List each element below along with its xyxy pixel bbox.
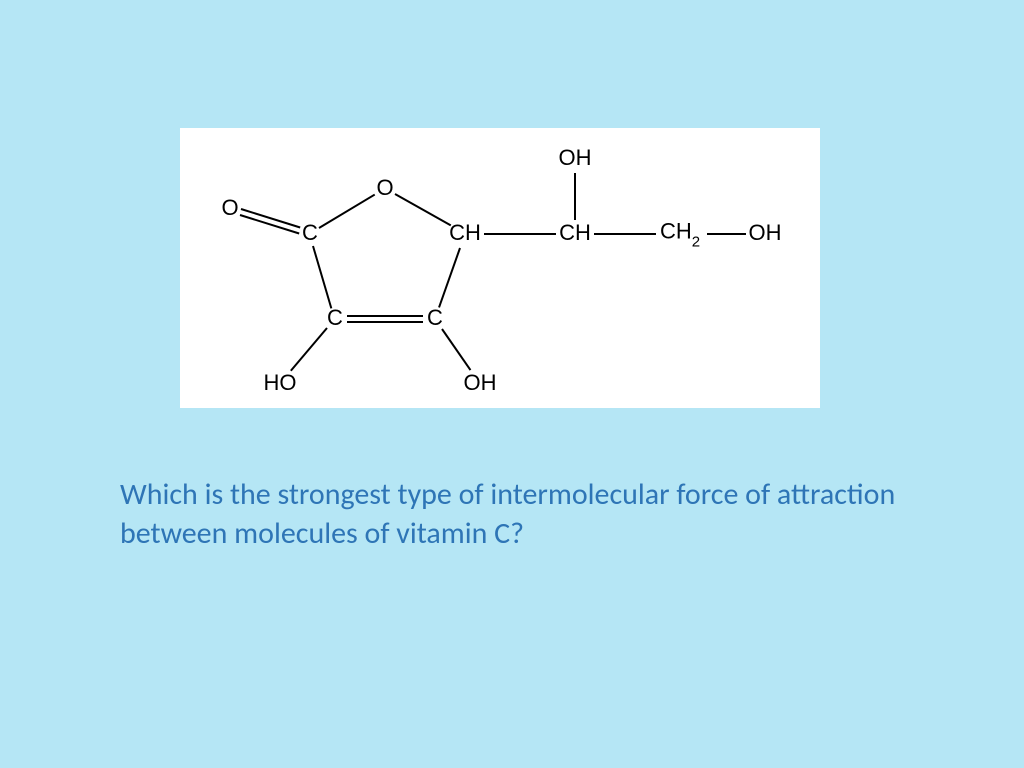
- atom-CH_side: CH: [559, 220, 591, 246]
- atom-CH2: CH2: [660, 218, 700, 247]
- bond: [438, 248, 461, 308]
- atom-HO_left: HO: [264, 370, 297, 396]
- bond: [707, 233, 746, 235]
- atom-O_ring: O: [376, 175, 393, 201]
- bond: [347, 315, 423, 317]
- atom-O_dbl: O: [221, 195, 238, 221]
- atom-C2: C: [327, 305, 343, 331]
- atom-C3: C: [427, 305, 443, 331]
- bond: [319, 194, 376, 229]
- atom-CH_ring: CH: [449, 220, 481, 246]
- atom-OH_top: OH: [559, 145, 592, 171]
- slide: O C O CH C C HO OH CH OH CH2 OH Which is the strong…: [0, 0, 1024, 768]
- atom-OH_end: OH: [749, 220, 782, 246]
- atom-C1: C: [302, 220, 318, 246]
- atom-OH_mid: OH: [464, 370, 497, 396]
- structure-diagram: O C O CH C C HO OH CH OH CH2 OH: [180, 128, 820, 408]
- bond: [441, 328, 471, 370]
- bond: [574, 173, 576, 220]
- bond: [594, 233, 656, 235]
- bond: [484, 233, 556, 235]
- bond: [394, 194, 451, 227]
- question-text: Which is the strongest type of intermole…: [120, 475, 920, 553]
- bond: [290, 328, 328, 372]
- bond: [347, 321, 423, 323]
- bond: [312, 245, 332, 308]
